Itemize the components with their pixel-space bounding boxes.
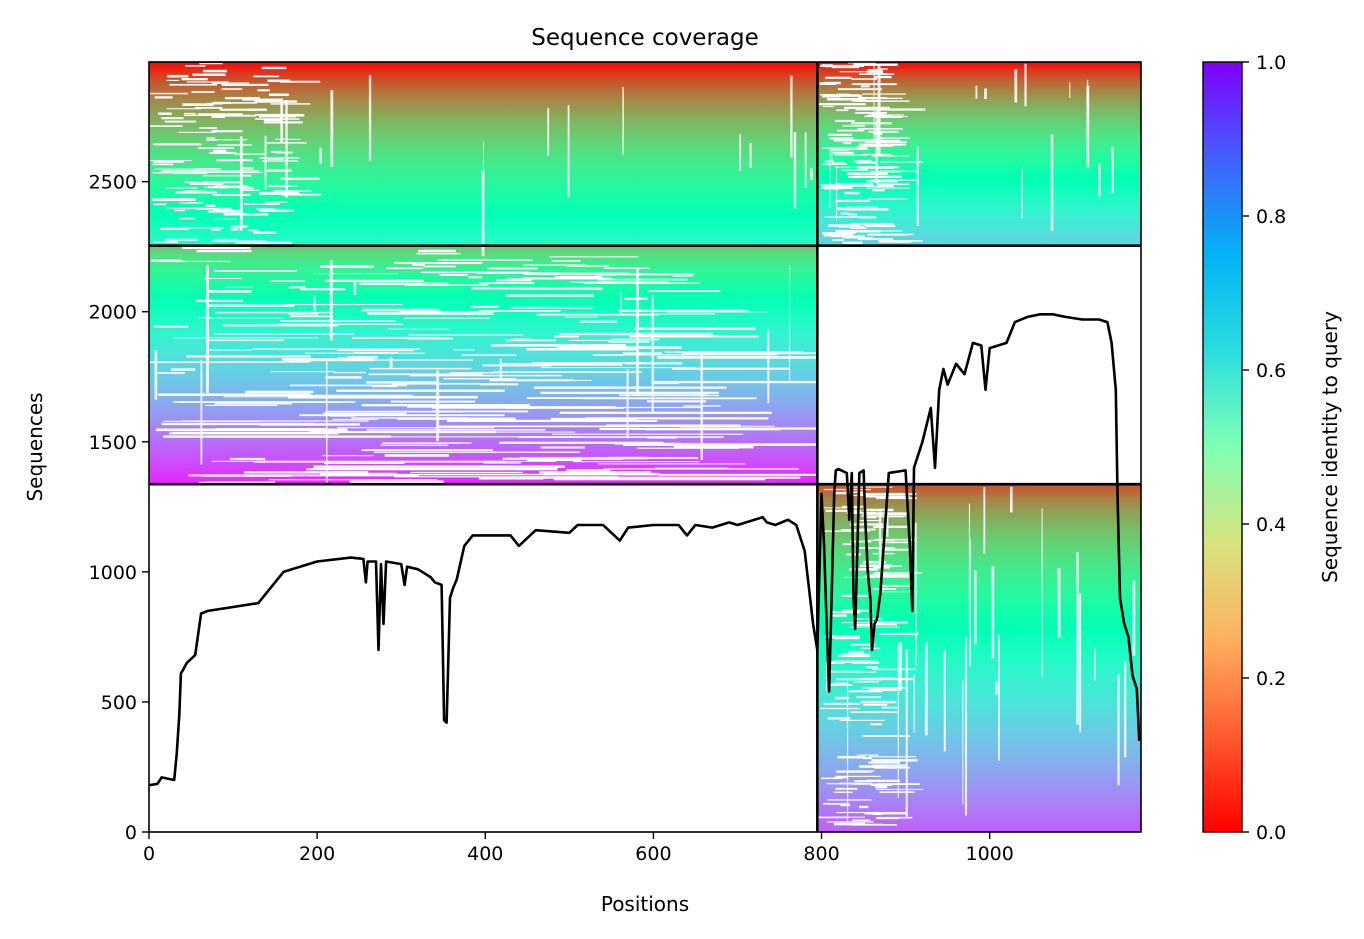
y-tick-label: 2000 <box>89 302 137 324</box>
coverage-blocks <box>149 62 1141 832</box>
x-tick-label: 400 <box>467 843 503 865</box>
block-dividers <box>149 62 1141 832</box>
gap-texture <box>149 63 813 257</box>
colorbar-tick-label: 0.8 <box>1256 206 1286 228</box>
plot-area <box>149 62 1141 832</box>
coverage-gaps <box>149 62 1136 826</box>
gap-texture <box>819 62 1114 244</box>
y-tick-label: 1500 <box>89 432 137 454</box>
colorbar-label: Sequence identity to query <box>1318 311 1342 583</box>
colorbar <box>1202 61 1243 833</box>
x-tick-label: 200 <box>299 843 335 865</box>
x-tick-label: 600 <box>635 843 671 865</box>
x-tick-label: 0 <box>143 843 155 865</box>
y-axis-label: Sequences <box>23 392 47 501</box>
x-tick-label: 1000 <box>965 843 1013 865</box>
coverage-block <box>817 484 1141 832</box>
colorbar-tick-label: 0.0 <box>1256 822 1286 844</box>
colorbar-tick-label: 0.2 <box>1256 668 1286 690</box>
y-axis-ticks: 0 500 1000 1500 2000 2500 <box>89 172 149 844</box>
gap-texture <box>817 486 1136 826</box>
y-tick-label: 1000 <box>89 562 137 584</box>
x-axis-label: Positions <box>601 892 689 916</box>
y-tick-label: 500 <box>101 692 137 714</box>
colorbar-ticks: 0.0 0.2 0.4 0.6 0.8 1.0 <box>1242 52 1286 844</box>
x-tick-label: 800 <box>803 843 839 865</box>
y-tick-label: 2500 <box>89 172 137 194</box>
x-axis-ticks: 0 200 400 600 800 1000 <box>143 832 1014 865</box>
colorbar-tick-label: 1.0 <box>1256 52 1286 74</box>
gap-texture <box>149 246 818 486</box>
y-tick-label: 0 <box>125 822 137 844</box>
chart-title: Sequence coverage <box>531 25 759 51</box>
colorbar-tick-label: 0.6 <box>1256 360 1286 382</box>
coverage-line <box>149 313 1141 787</box>
plot-frame <box>148 61 1142 833</box>
colorbar-tick-label: 0.4 <box>1256 514 1286 536</box>
